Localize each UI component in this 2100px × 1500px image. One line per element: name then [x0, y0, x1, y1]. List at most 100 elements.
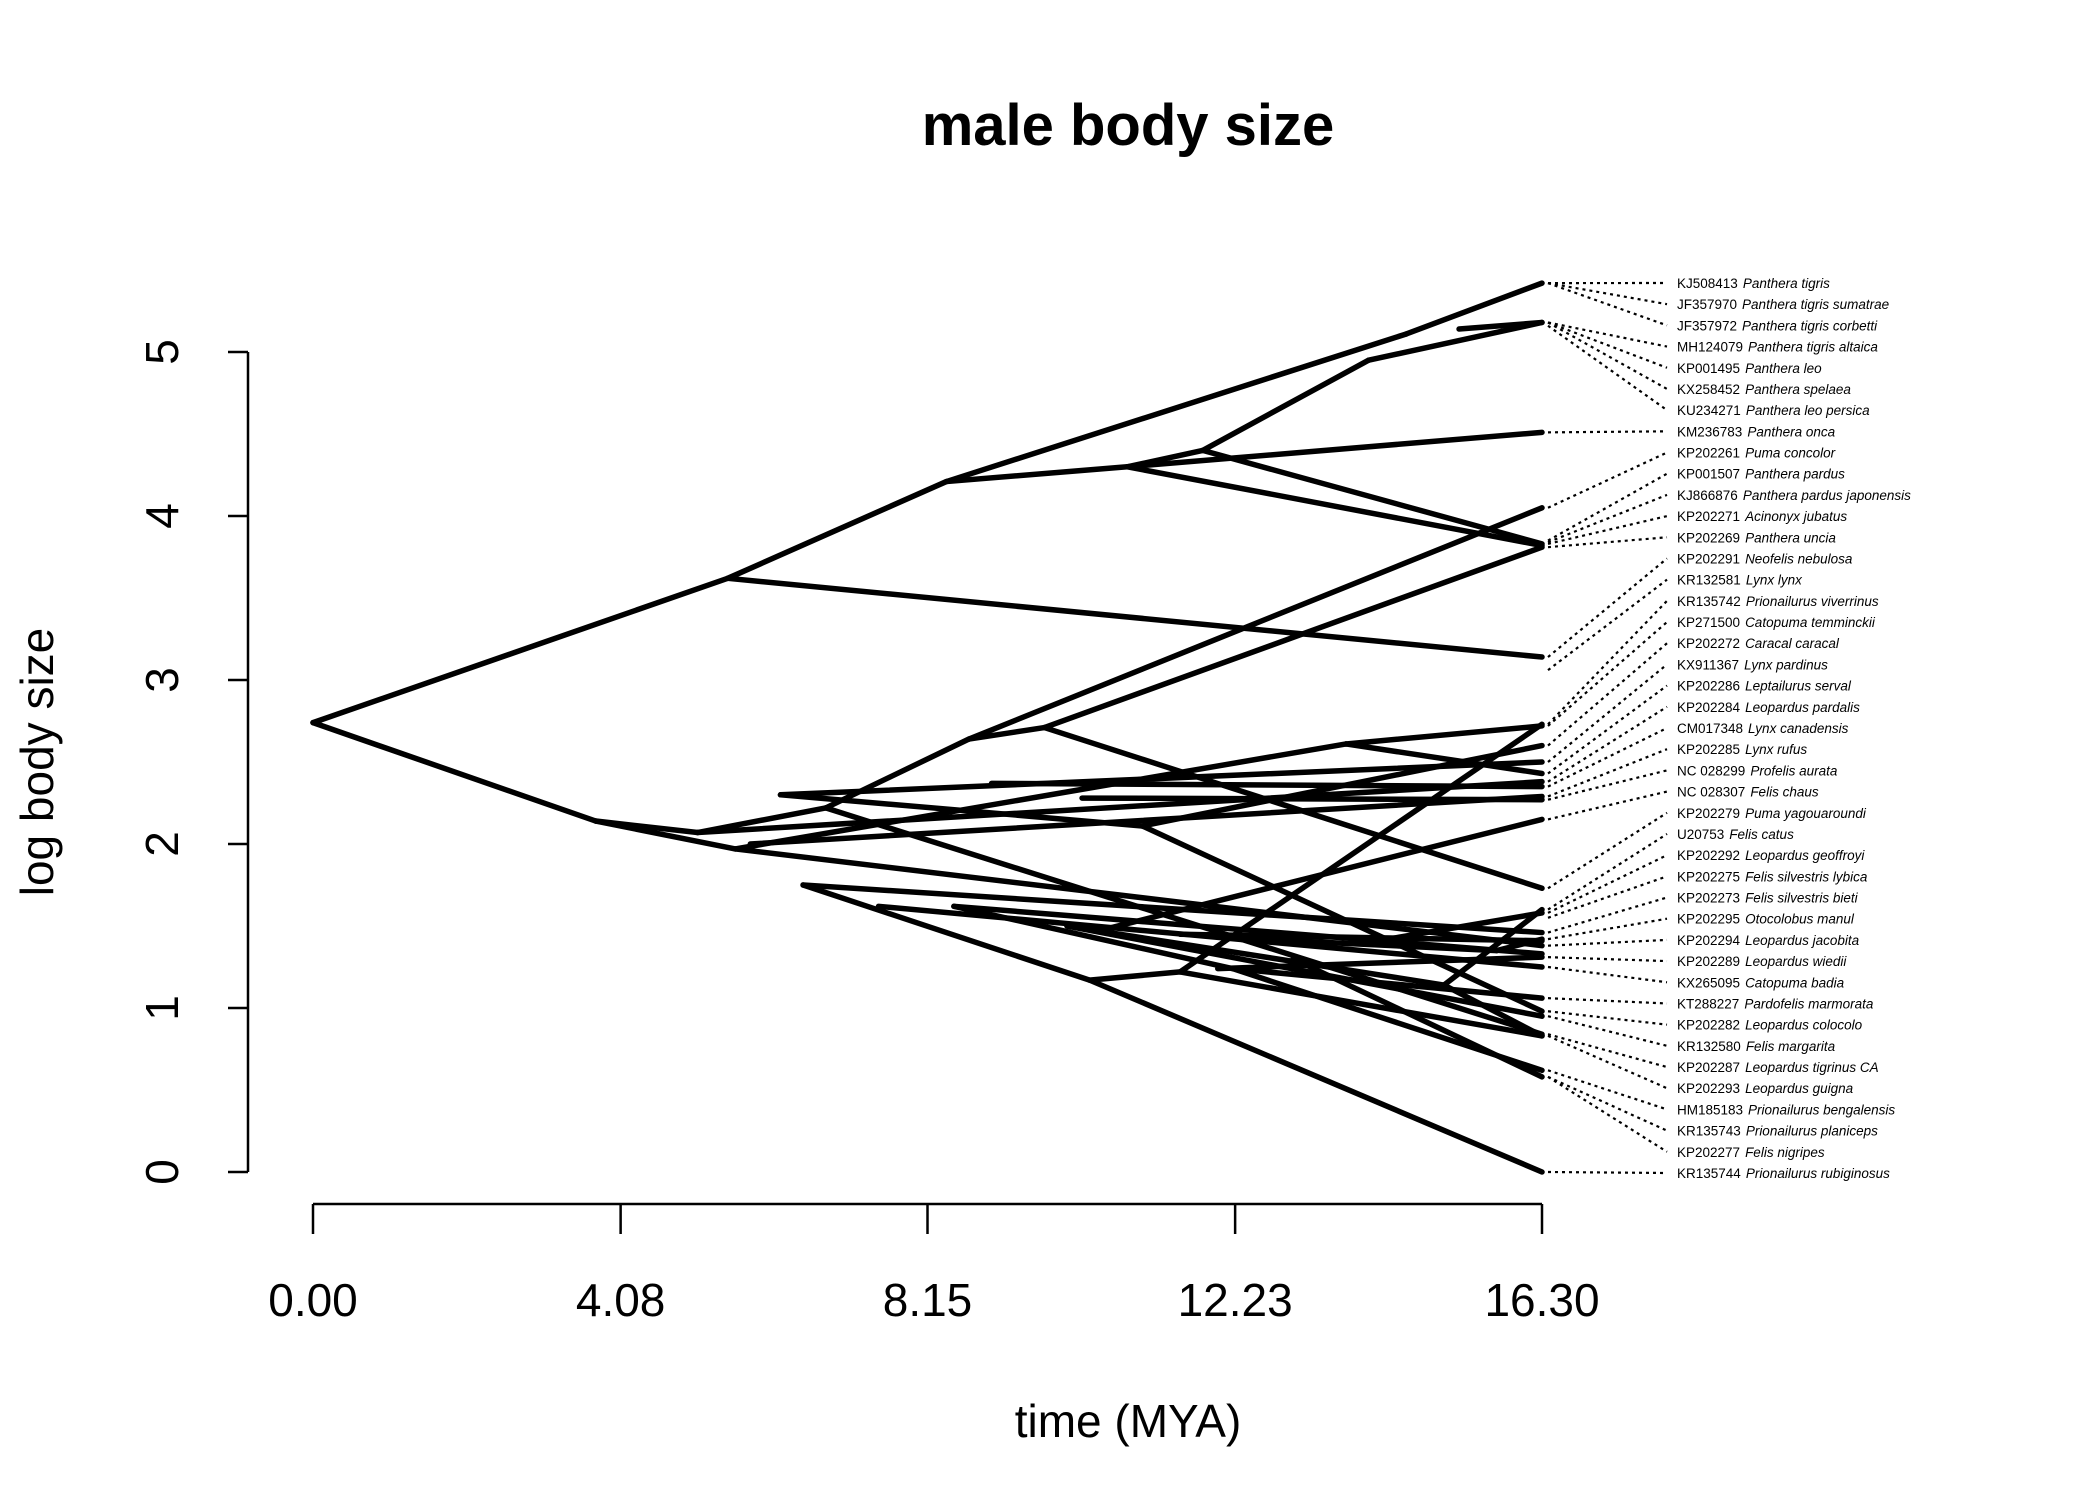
tip-accession: KP202287: [1677, 1060, 1740, 1075]
branch-line: [1177, 931, 1545, 944]
branch-line: [724, 478, 950, 582]
tip-species: Puma concolor: [1745, 446, 1836, 461]
tip-leader: [1547, 321, 1668, 348]
tip-species: Panthera tigris: [1743, 276, 1830, 291]
tip-label: KR132581 Lynx lynx: [1677, 573, 1803, 588]
tip-accession: KT288227: [1677, 996, 1739, 1011]
x-tick-label: 16.30: [1484, 1274, 1599, 1326]
tip-leader: [1547, 663, 1668, 763]
tip-label: KP202291 Neofelis nebulosa: [1677, 551, 1853, 566]
tip-species: Panthera pardus japonensis: [1743, 488, 1911, 503]
tip-leader: [1547, 965, 1668, 984]
tip-accession: KP202273: [1677, 891, 1740, 906]
tip-leader: [1547, 493, 1668, 544]
tip-species: Leopardus geoffroyi: [1745, 848, 1865, 863]
branch-line: [1343, 723, 1545, 747]
tip-leader: [1547, 1010, 1668, 1026]
branch-line: [1064, 923, 1545, 1019]
branch-line: [1365, 319, 1545, 363]
y-tick-label: 4: [136, 503, 188, 529]
tip-accession: KP202272: [1677, 636, 1740, 651]
tip-leader: [1547, 769, 1668, 801]
tip-label: KP202273 Felis silvestris bieti: [1677, 891, 1859, 906]
tip-species: Panthera tigris sumatrae: [1742, 297, 1889, 312]
tip-leader: [1547, 451, 1668, 509]
tip-accession: KP202294: [1677, 933, 1741, 948]
tip-label: KP202282 Leopardus colocolo: [1677, 1018, 1863, 1033]
tip-label: HM185183 Prionailurus bengalensis: [1677, 1102, 1895, 1117]
x-tick-label: 12.23: [1178, 1274, 1293, 1326]
tip-label: KP202294 Leopardus jacobita: [1677, 933, 1860, 948]
tip-accession: KP202285: [1677, 742, 1740, 757]
tip-leader: [1547, 536, 1668, 549]
tip-label: KP202286 Leptailurus serval: [1677, 679, 1852, 694]
tip-leader: [1547, 600, 1668, 726]
branch-line: [1177, 969, 1545, 1039]
tip-accession: KX265095: [1677, 975, 1740, 990]
tip-accession: NC 028299: [1677, 763, 1745, 778]
tip-species: Lynx rufus: [1745, 742, 1807, 757]
tip-species: Leptailurus serval: [1745, 679, 1852, 694]
branch-line: [747, 793, 1545, 847]
x-tick-label: 8.15: [883, 1274, 973, 1326]
tip-label: KR135742 Prionailurus viverrinus: [1677, 594, 1879, 609]
tip-species: Lynx lynx: [1746, 573, 1803, 588]
tip-label: KP202289 Leopardus wiedii: [1677, 954, 1847, 969]
tip-accession: KP202293: [1677, 1081, 1740, 1096]
tip-species: Panthera leo persica: [1746, 403, 1870, 418]
tip-leader: [1547, 1075, 1668, 1153]
tip-species: Felis silvestris bieti: [1745, 891, 1859, 906]
tip-accession: KR135743: [1677, 1124, 1741, 1139]
tip-leader: [1547, 621, 1668, 727]
branch-line: [1041, 544, 1545, 731]
tip-leader: [1547, 430, 1668, 434]
tip-label: KP202285 Lynx rufus: [1677, 742, 1807, 757]
tip-leader: [1547, 748, 1668, 798]
tip-leader: [1547, 917, 1668, 941]
tip-label: KU234271 Panthera leo persica: [1677, 403, 1870, 418]
tip-species: Leopardus jacobita: [1745, 933, 1860, 948]
tip-accession: KP271500: [1677, 615, 1740, 630]
tip-leader-lines: [1547, 281, 1668, 1175]
tip-label: KP001507 Panthera pardus: [1677, 467, 1845, 482]
tip-label: KR132580 Felis margarita: [1677, 1039, 1836, 1054]
branch-line: [1343, 741, 1545, 777]
branch-line: [822, 736, 972, 811]
branch-line: [694, 778, 1545, 836]
tip-species: Felis catus: [1729, 827, 1794, 842]
branch-line: [732, 741, 1349, 852]
tip-leader: [1547, 811, 1668, 890]
tip-species: Neofelis nebulosa: [1745, 551, 1853, 566]
tip-label: KP271500 Catopuma temminckii: [1677, 615, 1876, 630]
tip-species: Otocolobus manul: [1745, 912, 1855, 927]
branch-line: [310, 575, 731, 726]
tip-label: KP202272 Caracal caracal: [1677, 636, 1840, 651]
tip-species: Leopardus guigna: [1745, 1081, 1854, 1096]
tip-accession: KP202282: [1677, 1018, 1740, 1033]
tip-leader: [1547, 282, 1668, 306]
tip-leader: [1547, 727, 1668, 788]
tip-label: KX258452 Panthera spelaea: [1677, 382, 1851, 397]
tip-accession: KR135742: [1677, 594, 1741, 609]
branch-line: [1230, 965, 1545, 1001]
chart-title: male body size: [922, 93, 1335, 158]
tip-label: KT288227 Pardofelis marmorata: [1677, 996, 1874, 1011]
tip-label: KP202292 Leopardus geoffroyi: [1677, 848, 1865, 863]
y-tick-label: 2: [136, 831, 188, 857]
y-tick-label: 5: [136, 339, 188, 365]
branch-line: [1101, 816, 1545, 933]
tip-species: Acinonyx jubatus: [1744, 509, 1847, 524]
tip-leader: [1547, 515, 1668, 545]
tip-leader: [1547, 642, 1668, 747]
tip-leader: [1547, 1075, 1668, 1132]
tip-accession: KP202271: [1677, 509, 1740, 524]
x-tick-label: 4.08: [576, 1274, 666, 1326]
branch-line: [1199, 357, 1372, 454]
tip-species: Panthera uncia: [1745, 530, 1836, 545]
tip-label: KP202271 Acinonyx jubatus: [1677, 509, 1847, 524]
branch-line: [966, 724, 1048, 742]
tip-leader: [1547, 472, 1668, 542]
tip-accession: JF357970: [1677, 297, 1737, 312]
tip-species: Felis margarita: [1746, 1039, 1836, 1054]
tip-accession: KP202261: [1677, 446, 1740, 461]
